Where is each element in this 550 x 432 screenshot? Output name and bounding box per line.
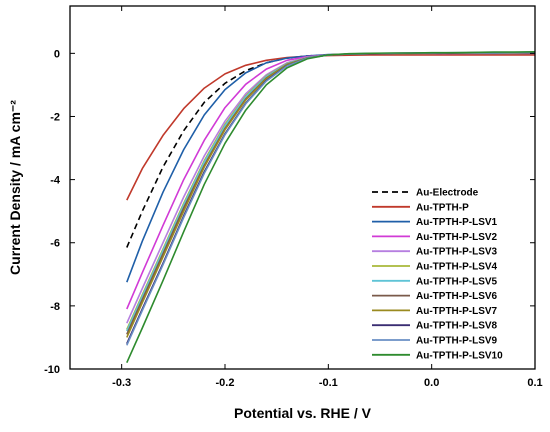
y-tick-label: 0 xyxy=(54,48,60,60)
series-line-1 xyxy=(126,54,535,201)
y-axis-ticks: 0 -2 -4 -6 -8 -10 xyxy=(44,48,535,376)
legend-label: Au-TPTH-P-LSV7 xyxy=(416,306,498,317)
plot-frame xyxy=(69,5,536,370)
x-tick-label: 0.0 xyxy=(424,377,439,389)
legend-label: Au-TPTH-P-LSV6 xyxy=(416,291,498,302)
y-tick-label: -4 xyxy=(50,175,61,187)
x-axis-ticks: -0.3 -0.2 -0.1 0.0 0.1 xyxy=(112,6,543,389)
legend-label: Au-TPTH-P-LSV5 xyxy=(416,276,498,287)
legend-label: Au-TPTH-P-LSV4 xyxy=(416,262,498,273)
legend-label: Au-TPTH-P xyxy=(416,202,469,213)
y-tick-label: -6 xyxy=(50,238,60,250)
x-tick-label: 0.1 xyxy=(527,377,542,389)
y-axis-title: Current Density / mA cm⁻² xyxy=(7,100,23,275)
legend-label: Au-TPTH-P-LSV2 xyxy=(416,232,498,243)
series-group xyxy=(126,51,536,364)
legend-label: Au-TPTH-P-LSV9 xyxy=(416,336,498,347)
y-tick-label: -2 xyxy=(50,111,60,123)
legend-label: Au-TPTH-P-LSV8 xyxy=(416,321,498,332)
x-axis-title: Potential vs. RHE / V xyxy=(234,405,372,421)
y-tick-label: -8 xyxy=(50,301,60,313)
legend-label: Au-TPTH-P-LSV3 xyxy=(416,247,498,258)
legend-label: Au-TPTH-P-LSV10 xyxy=(416,350,503,361)
series-line-11 xyxy=(126,51,536,364)
y-tick-label: -10 xyxy=(44,364,60,376)
x-tick-label: -0.3 xyxy=(112,377,131,389)
legend-label: Au-TPTH-P-LSV1 xyxy=(416,217,498,228)
legend-label: Au-Electrode xyxy=(416,188,479,199)
legend: Au-Electrode Au-TPTH-P Au-TPTH-P-LSV1 Au-TP… xyxy=(372,188,503,361)
x-tick-label: -0.2 xyxy=(216,377,235,389)
x-tick-label: -0.1 xyxy=(319,377,338,389)
